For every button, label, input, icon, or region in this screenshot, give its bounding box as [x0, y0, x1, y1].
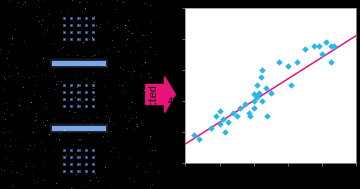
Point [242, 102, 248, 105]
Point [246, 112, 252, 115]
Point [302, 48, 308, 51]
Point [265, 115, 270, 118]
Point [237, 107, 243, 110]
Point [251, 99, 257, 102]
Point [258, 76, 264, 79]
Point [208, 127, 214, 130]
Point [222, 130, 228, 133]
Point [323, 40, 329, 43]
Point [288, 84, 294, 87]
Point [255, 84, 260, 87]
Point [213, 115, 219, 118]
Point [268, 91, 274, 94]
Point [251, 93, 257, 96]
FancyArrow shape [146, 77, 175, 112]
Point [217, 110, 222, 113]
Point [260, 68, 265, 71]
Point [251, 107, 257, 110]
Point [294, 60, 300, 63]
Point [260, 99, 265, 102]
Point [276, 60, 282, 63]
Point [248, 115, 253, 118]
Point [230, 112, 236, 115]
Point [225, 121, 231, 124]
Point [328, 60, 334, 63]
Point [316, 45, 322, 48]
Y-axis label: Predicted Angle (°): Predicted Angle (°) [149, 39, 159, 131]
Point [220, 118, 226, 121]
Point [196, 138, 202, 141]
Point [319, 53, 325, 56]
Point [263, 87, 269, 90]
Point [255, 96, 260, 99]
Point [191, 133, 197, 136]
Point [256, 91, 262, 94]
Point [331, 45, 337, 48]
X-axis label: Measured Angle (°): Measured Angle (°) [224, 182, 318, 189]
Point [285, 65, 291, 68]
Point [217, 122, 222, 125]
Point [328, 45, 334, 48]
Point [234, 115, 240, 118]
Point [311, 45, 316, 48]
